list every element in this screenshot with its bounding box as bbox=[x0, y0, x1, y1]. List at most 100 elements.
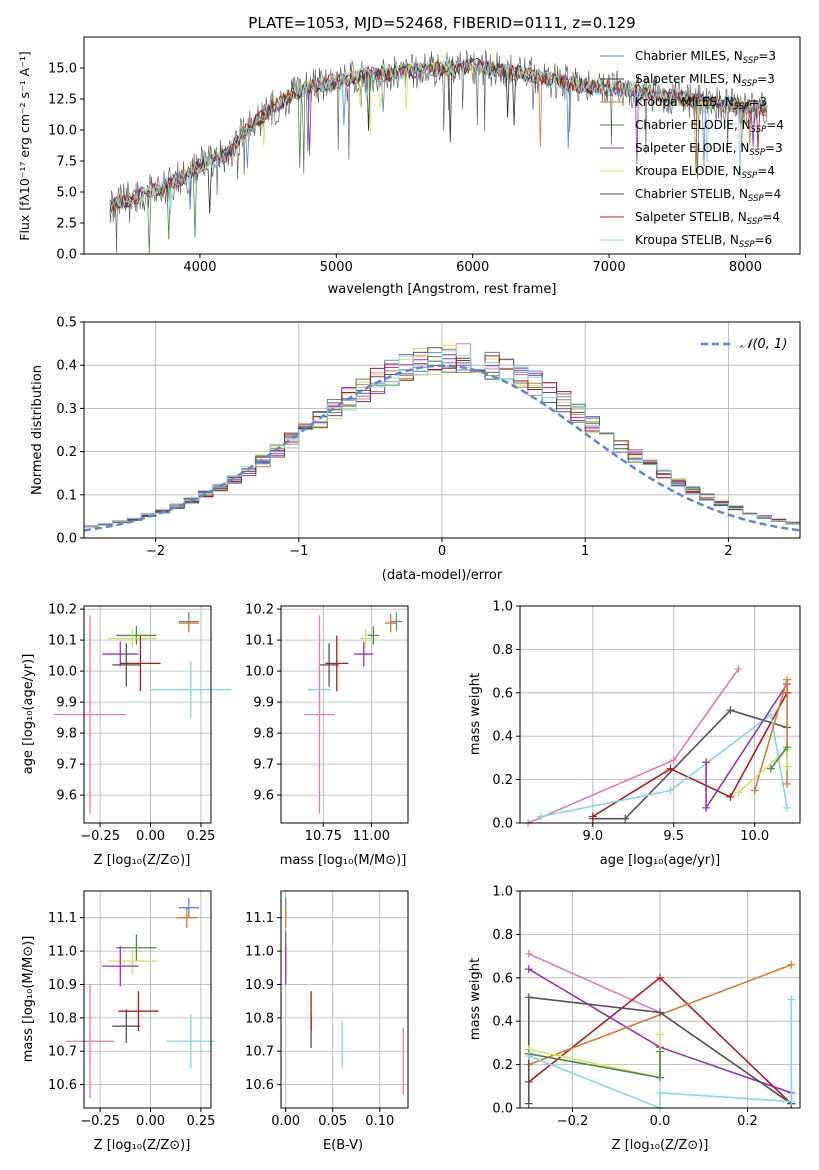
x-tick-label: 0.2 bbox=[737, 1114, 758, 1129]
histogram-legend: 𝒩(0, 1) bbox=[701, 337, 787, 352]
series-line bbox=[705, 683, 788, 811]
series-marker bbox=[588, 812, 597, 821]
mass-vs-ebv-panel: 0.00 0.05 0.10 10.6 10.7 10.8 10.9 11.0 11.1 E(B… bbox=[245, 890, 409, 1153]
mass-weight-vs-Z-plot-area: −0.2 0.0 0.2 0.0 0.2 0.4 0.6 0.8 1.0 bbox=[492, 885, 800, 1129]
mass-weight-vs-age-panel: 9.0 9.5 10.0 0.0 0.2 0.4 0.6 0.8 1.0 age [log₁₀(… bbox=[468, 600, 801, 868]
mass-vs-Z-frame bbox=[83, 890, 212, 1109]
y-tick-label: 0.0 bbox=[56, 532, 77, 547]
mass-weight-vs-Z-ylabel: mass weight bbox=[468, 958, 483, 1040]
series-marker bbox=[787, 960, 796, 969]
y-tick-label: 10.2 bbox=[245, 603, 274, 618]
spectrum-plot-area: 4000 5000 6000 7000 8000 0.0 2.5 5.0 7.5 10.0 12.5… bbox=[48, 49, 768, 275]
y-tick-label: 10.0 bbox=[48, 665, 77, 680]
legend-label-suffix: =4 bbox=[762, 210, 780, 224]
age-vs-mass-panel: 10.75 11.00 9.6 9.7 9.8 9.9 10.0 10.1 10.2 mass … bbox=[245, 603, 409, 868]
y-tick-label: 0.0 bbox=[492, 817, 513, 832]
y-tick-label: 9.6 bbox=[56, 789, 77, 804]
legend-label-suffix: =6 bbox=[755, 233, 773, 247]
x-tick-label: 5000 bbox=[320, 260, 353, 275]
x-tick-label: 10.75 bbox=[305, 829, 342, 844]
y-tick-label: 9.7 bbox=[56, 758, 77, 773]
y-tick-label: 11.1 bbox=[245, 911, 274, 926]
series-marker bbox=[783, 803, 792, 812]
legend-label-sub: SSP bbox=[748, 194, 764, 204]
y-tick-label: 9.8 bbox=[56, 727, 77, 742]
x-tick-label: −1 bbox=[289, 544, 308, 559]
y-tick-label: 7.5 bbox=[56, 155, 77, 170]
y-tick-label: 5.0 bbox=[56, 186, 77, 201]
mass-weight-vs-age-xlabel: age [log₁₀(age/yr)] bbox=[600, 853, 721, 868]
y-tick-label: 10.7 bbox=[245, 1045, 274, 1060]
y-tick-label: 1.0 bbox=[492, 885, 513, 900]
histogram-ylabel: Normed distribution bbox=[30, 365, 45, 495]
x-tick-label: 4000 bbox=[183, 260, 216, 275]
legend-label-suffix: =4 bbox=[766, 118, 784, 132]
series-marker bbox=[666, 786, 675, 795]
y-tick-label: 0.8 bbox=[492, 928, 513, 943]
y-tick-label: 11.0 bbox=[245, 945, 274, 960]
series-marker bbox=[656, 1008, 664, 1017]
legend-label-main: Chabrier MILES, N bbox=[635, 49, 743, 63]
histogram-step-line bbox=[84, 355, 800, 527]
mass-vs-ebv-plot-area: 0.00 0.05 0.10 10.6 10.7 10.8 10.9 11.0 11.1 bbox=[245, 891, 408, 1129]
y-tick-label: 0.6 bbox=[492, 686, 513, 701]
series-line bbox=[540, 713, 788, 818]
spectrum-ylabel: Flux [fλ10⁻¹⁷ erg cm⁻² s⁻¹ A⁻¹] bbox=[17, 51, 32, 240]
legend-label: Kroupa ELODIE, NSSP=4 bbox=[635, 164, 775, 181]
legend-label-suffix: =3 bbox=[765, 141, 783, 155]
y-tick-label: 10.1 bbox=[48, 634, 77, 649]
x-tick-label: 9.5 bbox=[663, 829, 684, 844]
y-tick-label: 0.5 bbox=[56, 316, 77, 331]
series-marker bbox=[656, 1088, 664, 1097]
x-tick-label: 8000 bbox=[729, 260, 762, 275]
y-tick-label: 10.9 bbox=[48, 978, 77, 993]
spectrum-series-line bbox=[109, 58, 767, 215]
series-marker bbox=[621, 814, 630, 823]
x-tick-label: −0.25 bbox=[80, 829, 120, 844]
series-marker bbox=[666, 764, 675, 773]
x-tick-label: 0.00 bbox=[136, 1114, 165, 1129]
series-line bbox=[592, 709, 788, 820]
legend-label-sub: SSP bbox=[749, 148, 765, 158]
x-tick-label: 11.00 bbox=[353, 829, 390, 844]
y-tick-label: 0.2 bbox=[56, 445, 77, 460]
legend-label-main: Kroupa STELIB, N bbox=[635, 233, 739, 247]
legend-label: Salpeter MILES, NSSP=3 bbox=[635, 72, 775, 89]
legend-label: Kroupa MILES, NSSP=3 bbox=[635, 95, 767, 112]
legend-label-main: Chabrier ELODIE, N bbox=[635, 118, 751, 132]
spectrum-series-line bbox=[109, 57, 767, 211]
x-tick-label: 0.00 bbox=[271, 1114, 300, 1129]
mass-weight-vs-age-frame bbox=[519, 605, 801, 824]
y-tick-label: 0.2 bbox=[492, 773, 513, 788]
x-tick-label: 2 bbox=[724, 544, 732, 559]
series-marker bbox=[524, 993, 533, 1002]
age-vs-Z-xlabel: Z [log₁₀(Z/Z⊙)] bbox=[94, 853, 191, 868]
y-tick-label: 0.4 bbox=[56, 359, 77, 374]
x-tick-label: −2 bbox=[146, 544, 165, 559]
age-vs-Z-frame bbox=[83, 605, 212, 824]
mass-vs-ebv-xlabel: E(B-V) bbox=[323, 1138, 363, 1153]
legend-label-sub: SSP bbox=[742, 171, 758, 181]
x-tick-label: 0.00 bbox=[136, 829, 165, 844]
series-marker bbox=[726, 706, 735, 715]
series-marker bbox=[766, 710, 775, 719]
series-marker bbox=[702, 758, 711, 767]
histogram-xlabel: (data-model)/error bbox=[382, 568, 503, 583]
series-marker bbox=[669, 756, 678, 765]
series-marker bbox=[702, 803, 711, 812]
series-marker bbox=[783, 743, 792, 752]
x-tick-label: 10.0 bbox=[740, 829, 769, 844]
mass-vs-Z-xlabel: Z [log₁₀(Z/Z⊙)] bbox=[94, 1138, 191, 1153]
y-tick-label: 10.6 bbox=[48, 1078, 77, 1093]
series-marker bbox=[656, 1030, 664, 1039]
legend-label-sub: SSP bbox=[739, 240, 755, 250]
age-vs-mass-xlabel: mass [log₁₀(M/M⊙)] bbox=[280, 853, 407, 868]
series-marker bbox=[656, 1047, 664, 1056]
series-marker bbox=[787, 1097, 796, 1106]
series-marker bbox=[787, 995, 796, 1004]
x-tick-label: −0.25 bbox=[80, 1114, 120, 1129]
series-marker bbox=[783, 675, 792, 684]
legend-label-main: Kroupa MILES, N bbox=[635, 95, 734, 109]
y-tick-label: 10.6 bbox=[245, 1078, 274, 1093]
y-tick-label: 10.2 bbox=[48, 603, 77, 618]
